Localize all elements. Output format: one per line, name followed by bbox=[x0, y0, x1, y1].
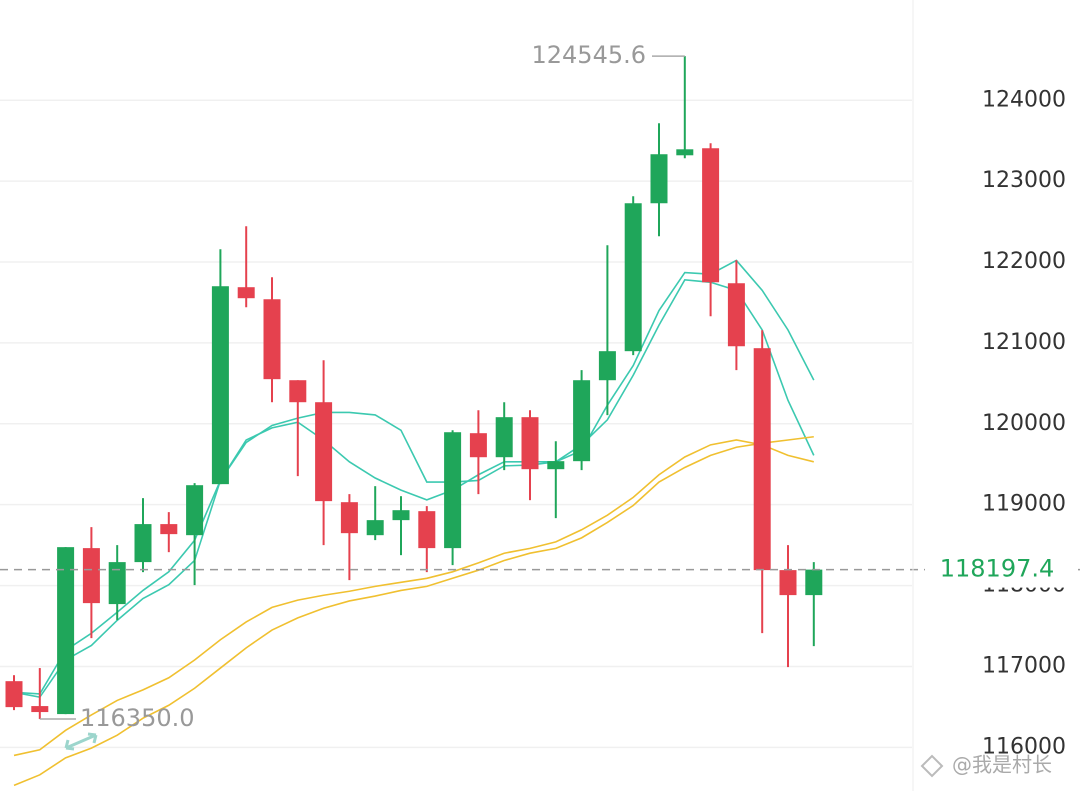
y-tick-label: 119000 bbox=[982, 492, 1066, 517]
candle-body bbox=[289, 380, 307, 403]
candle-body bbox=[160, 524, 178, 535]
candle-body bbox=[495, 417, 513, 458]
candle-body bbox=[263, 299, 281, 380]
candle-body bbox=[547, 461, 565, 470]
candle-body bbox=[108, 562, 126, 605]
candle-body bbox=[753, 348, 771, 571]
candle-body bbox=[727, 283, 745, 347]
y-tick-label: 124000 bbox=[982, 87, 1066, 112]
candle-body bbox=[624, 203, 642, 352]
candle-body bbox=[469, 433, 487, 458]
candle-body bbox=[31, 706, 49, 713]
expand-icon bbox=[64, 732, 98, 751]
candle-body bbox=[315, 402, 333, 502]
last-price-box bbox=[925, 551, 1075, 588]
candle-body bbox=[598, 351, 616, 381]
candle-body bbox=[82, 548, 100, 604]
candle-body bbox=[418, 511, 436, 549]
candle-body bbox=[444, 432, 462, 549]
candle-body bbox=[366, 520, 384, 536]
moving-average bbox=[13, 435, 814, 787]
candle-body bbox=[186, 485, 204, 536]
y-tick-label: 120000 bbox=[982, 411, 1066, 436]
candle-body bbox=[237, 287, 255, 299]
candle-body bbox=[805, 569, 823, 596]
y-tick-label: 116000 bbox=[982, 734, 1066, 759]
moving-average bbox=[13, 439, 814, 757]
candle-body bbox=[521, 417, 539, 470]
moving-average bbox=[13, 259, 815, 695]
candle-body bbox=[573, 380, 591, 462]
candle-body bbox=[211, 286, 229, 485]
plot: 1160001170001180001190001200001210001220… bbox=[0, 41, 1080, 787]
y-tick-label: 122000 bbox=[982, 249, 1066, 274]
moving-average bbox=[13, 278, 815, 699]
y-tick-label: 117000 bbox=[982, 653, 1066, 678]
min-marker-label: 116350.0 bbox=[80, 704, 195, 732]
candle-body bbox=[650, 154, 668, 204]
y-tick-label: 121000 bbox=[982, 330, 1066, 355]
candle-body bbox=[5, 681, 23, 708]
candle-body bbox=[779, 570, 797, 596]
candle-body bbox=[134, 524, 152, 563]
candle-body bbox=[676, 149, 694, 156]
watermark-logo bbox=[920, 754, 944, 778]
candle-body bbox=[392, 510, 410, 521]
last-price-label: 118197.4 bbox=[940, 555, 1055, 583]
watermark: @我是村长 bbox=[952, 753, 1052, 777]
candle-body bbox=[340, 502, 358, 534]
candle-body bbox=[702, 148, 720, 283]
candle-body bbox=[57, 547, 75, 715]
max-marker-label: 124545.6 bbox=[531, 41, 646, 69]
y-tick-label: 123000 bbox=[982, 168, 1066, 193]
